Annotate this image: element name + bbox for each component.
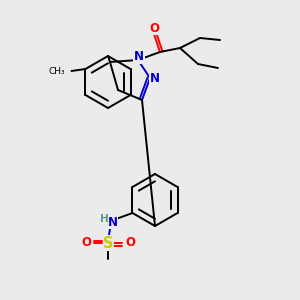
Text: O: O [82,236,92,250]
Text: O: O [125,236,136,250]
Text: CH₃: CH₃ [49,67,65,76]
Text: N: N [150,73,160,85]
Text: N: N [134,50,144,64]
Text: H: H [100,214,109,224]
Text: S: S [103,236,114,250]
Text: O: O [149,22,159,34]
Text: N: N [107,215,118,229]
